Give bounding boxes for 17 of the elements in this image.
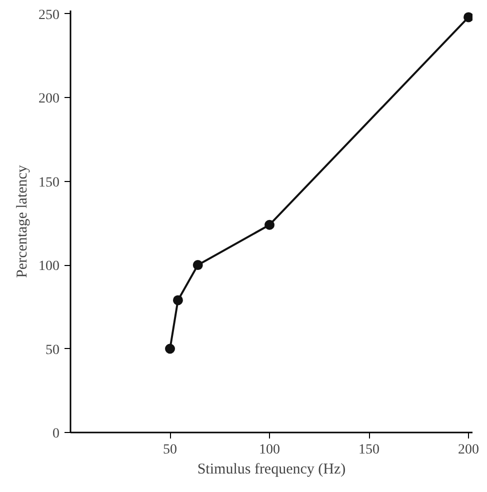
x-tick-label: 200 [458, 442, 480, 458]
y-tick-label: 0 [52, 426, 60, 442]
x-tick-label: 50 [163, 442, 178, 458]
y-tick-label: 50 [46, 342, 60, 358]
point [165, 344, 176, 354]
point [464, 12, 472, 22]
point [264, 220, 275, 230]
point [172, 295, 183, 306]
y-tick-label: 200 [38, 92, 60, 107]
point [192, 260, 203, 270]
y-tick-label: 250 [38, 8, 60, 23]
y-tick-label: 150 [38, 175, 60, 190]
y-tick-label: 100 [38, 259, 60, 274]
x-axis-title: Stimulus frequency (Hz) [197, 462, 346, 478]
x-tick-label: 150 [358, 442, 380, 458]
x-tick-label: 100 [259, 442, 280, 458]
y-axis-title: Percentage latency [14, 164, 30, 278]
